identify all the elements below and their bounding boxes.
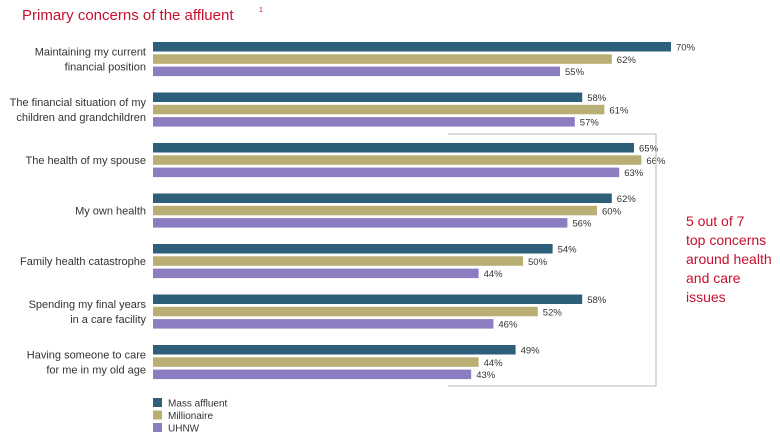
bar-mass-affluent [153,294,583,304]
bars-layer [153,42,671,380]
bar-mass-affluent [153,92,583,102]
category-label: The financial situation of my [10,97,147,109]
callout: 5 out of 7 top concerns around health an… [686,213,772,305]
value-label: 65% [639,144,659,155]
category-label: Spending my final years [29,299,147,311]
legend-label: Mass affluent [168,399,228,410]
chart-title: Primary concerns of the affluent [22,7,234,24]
legend-swatch-uhnw [153,423,162,432]
category-label: children and grandchildren [16,112,146,124]
legend-label: Millionaire [168,411,213,422]
bar-millionaire [153,357,479,367]
bar-millionaire [153,54,612,64]
bar-mass-affluent [153,42,671,52]
category-label: Maintaining my current [35,47,146,59]
title-footnote: 1 [259,7,263,14]
callout-line: 5 out of 7 [686,213,745,229]
category-label: The health of my spouse [26,155,146,167]
legend-swatch-millionaire [153,410,162,420]
bar-millionaire [153,306,538,317]
bar-millionaire [153,155,642,165]
value-label: 56% [572,219,592,230]
value-label: 60% [602,206,622,217]
value-label: 62% [617,55,637,66]
value-label: 50% [528,257,548,268]
value-label: 70% [676,43,696,54]
category-labels: Maintaining my current financial position… [10,47,147,377]
category-label: financial position [65,62,146,74]
bar-millionaire [153,205,597,216]
bar-uhnw [153,218,568,228]
value-label: 43% [476,370,496,381]
bar-uhnw [153,319,494,329]
legend-label: UHNW [168,424,200,435]
callout-bracket [448,133,657,387]
value-label: 44% [484,358,504,369]
bar-mass-affluent [153,193,612,203]
bar-mass-affluent [153,244,553,254]
category-label: Family health catastrophe [20,256,146,268]
bar-uhnw [153,268,479,279]
value-label: 49% [521,346,541,357]
callout-line: top concerns [686,232,766,248]
bar-millionaire [153,104,605,115]
bar-millionaire [153,256,523,266]
value-label: 44% [484,269,504,280]
value-label: 58% [587,93,607,104]
value-label: 54% [558,245,578,256]
value-label: 52% [543,307,563,318]
value-label: 46% [498,320,518,331]
callout-line: and care [686,270,741,286]
value-label: 58% [587,295,607,306]
legend-swatch-mass-affluent [153,398,162,407]
callout-line: issues [686,289,726,305]
category-label: for me in my old age [46,365,146,377]
bar-uhnw [153,117,575,127]
value-label: 61% [609,105,629,116]
bar-uhnw [153,369,472,380]
value-label: 55% [565,67,585,78]
bar-mass-affluent [153,345,516,355]
value-labels: 70%62%55%58%61%57%65%66%63%62%60%56%54%5… [476,43,695,382]
category-label: Having someone to care [27,350,146,362]
category-label: My own health [75,206,146,218]
value-label: 57% [580,118,600,129]
category-label: in a care facility [70,314,146,326]
bar-mass-affluent [153,143,634,153]
bar-uhnw [153,66,560,77]
bar-uhnw [153,167,620,178]
value-label: 63% [624,168,644,179]
callout-line: around health [686,251,772,267]
value-label: 62% [617,194,637,205]
